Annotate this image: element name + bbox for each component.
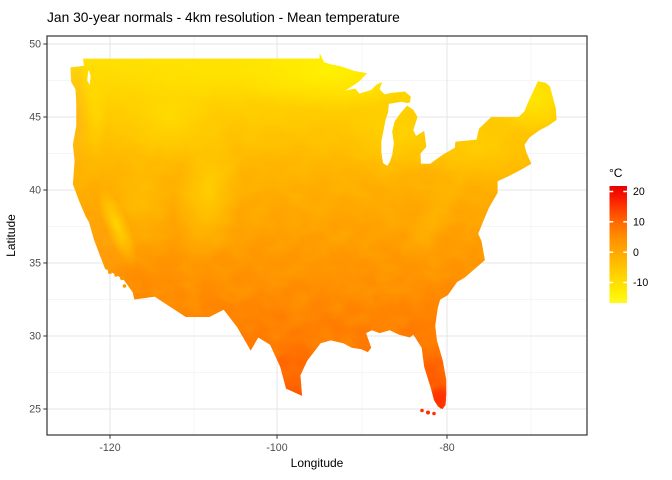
legend-label-0: 0 [633, 247, 639, 259]
colorbar-tick-notches [609, 190, 627, 284]
legend-label-10: 10 [633, 217, 645, 229]
y-tick-25: 25 [29, 404, 41, 416]
legend-label-20: 20 [633, 186, 645, 198]
y-tick-35: 35 [29, 258, 41, 270]
colorbar-gradient [609, 186, 627, 303]
y-tick-45: 45 [29, 112, 41, 124]
panel-border [46, 35, 588, 436]
y-tick-30: 30 [29, 331, 41, 343]
puget-sound-water [87, 70, 91, 85]
y-tick-40: 40 [29, 185, 41, 197]
y-axis-title: Latitude [4, 214, 18, 257]
legend-title: °C [609, 166, 623, 180]
x-axis-title: Longitude [291, 456, 344, 470]
x-tick-neg80: -80 [439, 442, 454, 454]
axis-tick-marks [43, 43, 448, 439]
legend-colorbar: °C 20 10 0 -10 [609, 166, 648, 303]
y-tick-50: 50 [29, 39, 41, 51]
legend-label-neg10: -10 [633, 277, 648, 289]
plot-title: Jan 30-year normals - 4km resolution - M… [47, 10, 400, 25]
channel-islands [108, 270, 127, 288]
x-tick-neg100: -100 [266, 442, 287, 454]
florida-keys [420, 405, 443, 416]
x-tick-neg120: -120 [99, 442, 120, 454]
